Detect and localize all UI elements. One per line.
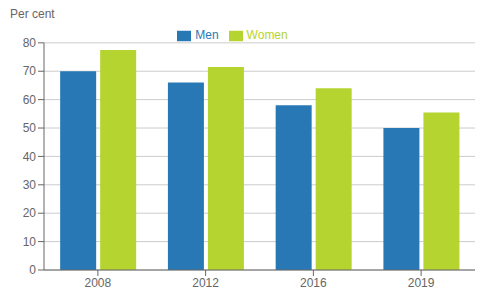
svg-text:2008: 2008 — [85, 276, 112, 290]
svg-text:2016: 2016 — [300, 276, 327, 290]
svg-text:30: 30 — [23, 178, 37, 192]
svg-text:10: 10 — [23, 235, 37, 249]
svg-text:70: 70 — [23, 64, 37, 78]
svg-text:60: 60 — [23, 93, 37, 107]
svg-text:2012: 2012 — [192, 276, 219, 290]
svg-text:50: 50 — [23, 121, 37, 135]
svg-text:20: 20 — [23, 206, 37, 220]
html-text:Women: Women — [246, 28, 288, 42]
html-text:Per cent: Per cent — [10, 7, 55, 21]
svg-text:80: 80 — [23, 36, 37, 50]
html-text:Men: Men — [195, 28, 219, 42]
svg-text:2019: 2019 — [408, 276, 435, 290]
svg-text:40: 40 — [23, 150, 37, 164]
svg-text:0: 0 — [29, 263, 36, 277]
